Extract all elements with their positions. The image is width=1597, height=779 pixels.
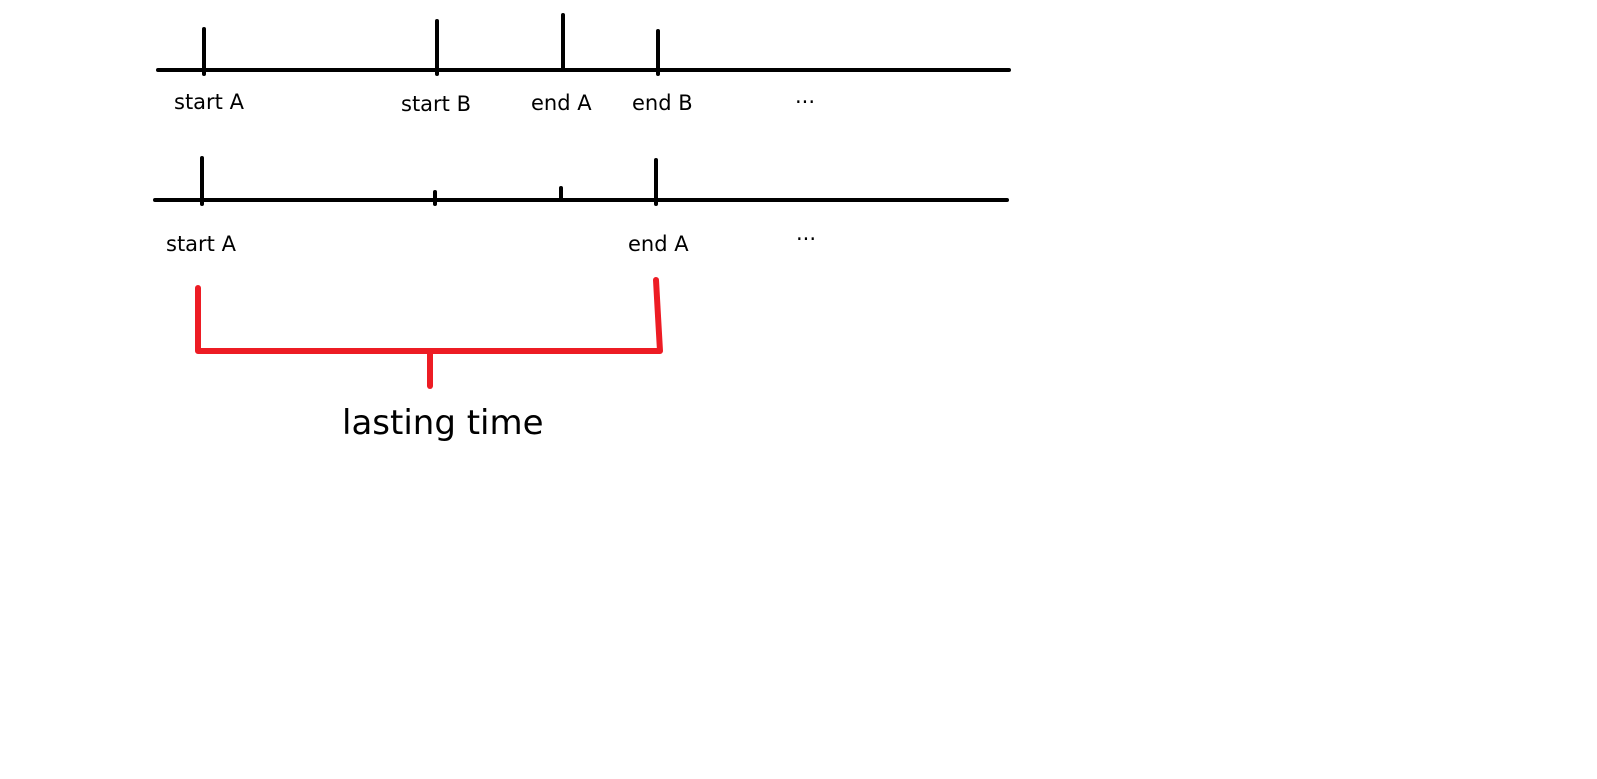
bracket-outline: [195, 277, 663, 354]
ellipsis-top: ···: [795, 90, 815, 114]
lasting-time-label: lasting time: [342, 403, 544, 443]
label-top-end-b: end B: [632, 91, 693, 115]
label-top-start-b: start B: [401, 92, 471, 116]
label-bottom-end-a: end A: [628, 232, 689, 256]
label-bottom-start-a: start A: [166, 232, 237, 256]
timeline-bottom: start A end A ···: [153, 156, 1009, 256]
ellipsis-bottom: ···: [796, 227, 816, 251]
label-top-end-a: end A: [531, 91, 592, 115]
lasting-time-bracket: lasting time: [195, 277, 663, 443]
label-top-start-a: start A: [174, 90, 245, 114]
timeline-top: start A start B end A end B ···: [156, 13, 1011, 116]
